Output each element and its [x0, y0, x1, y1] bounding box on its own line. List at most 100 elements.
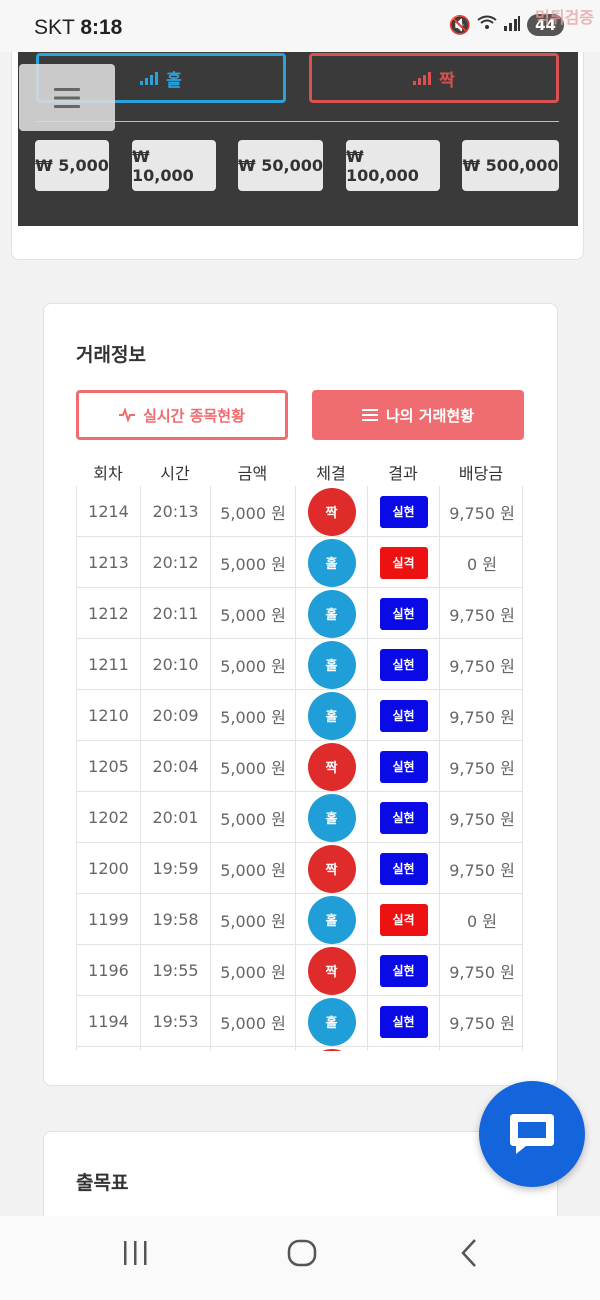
- amount-button-100000[interactable]: ₩ 100,000: [346, 140, 440, 191]
- cell-round: 1200: [77, 843, 141, 894]
- bet-even-label: 짝: [439, 70, 455, 91]
- cell-pick: 짝: [296, 486, 368, 537]
- pulse-icon: [119, 408, 136, 422]
- battery-icon: 44: [527, 14, 564, 36]
- cell-round: 1214: [77, 486, 141, 537]
- cell-time: 19:59: [141, 843, 211, 894]
- pick-badge: 홀: [307, 691, 356, 740]
- chat-button[interactable]: [479, 1081, 585, 1187]
- cell-round: 1199: [77, 894, 141, 945]
- cell-result: 실격: [368, 894, 440, 945]
- cell-payout: 9,750 원: [449, 503, 515, 523]
- cell-pick: 짝: [296, 1047, 368, 1051]
- cell-time: 20:01: [141, 792, 211, 843]
- cell-amount: 5,000 원: [211, 843, 296, 894]
- pick-badge: 짝: [307, 487, 356, 536]
- column-header-time: 시간: [160, 464, 190, 483]
- trade-table[interactable]: 1214 20:13 5,000 원 짝 실현 9,750 원 1213 20:12 5,000…: [76, 486, 523, 1051]
- result-badge: 실현: [379, 954, 428, 987]
- tab-mine-label: 나의 거래현황: [385, 406, 475, 425]
- cell-amount: 5,000 원: [211, 792, 296, 843]
- bet-even-button[interactable]: 짝: [309, 53, 559, 103]
- cell-pick: 홀: [296, 792, 368, 843]
- cell-result: 실현: [368, 792, 440, 843]
- cell-round: 1210: [77, 690, 141, 741]
- cell-round: 1194: [77, 996, 141, 1047]
- cell-pick: 홀: [296, 690, 368, 741]
- cell-payout: 0 원: [467, 911, 497, 931]
- amount-button-50000[interactable]: ₩ 50,000: [238, 140, 323, 191]
- cell-amount: 5,000 원: [211, 639, 296, 690]
- amount-button-10000[interactable]: ₩ 10,000: [132, 140, 216, 191]
- cell-amount: 5,000 원: [211, 894, 296, 945]
- pick-badge: 짝: [307, 844, 356, 893]
- hamburger-icon: [54, 87, 80, 108]
- cell-amount: 5,000 원: [211, 588, 296, 639]
- back-icon[interactable]: [455, 1238, 485, 1268]
- bet-odd-label: 홀: [166, 70, 182, 91]
- table-row: 1211 20:10 5,000 원 홀 실현 9,750 원: [77, 639, 522, 690]
- cell-payout: 9,750 원: [449, 656, 515, 676]
- recent-apps-icon[interactable]: [120, 1238, 150, 1268]
- cell-payout: 9,750 원: [449, 962, 515, 982]
- result-badge: 실현: [379, 495, 428, 528]
- cell-amount: 5,000 원: [211, 741, 296, 792]
- cell-amount: 5,000 원: [211, 996, 296, 1047]
- home-icon[interactable]: [287, 1238, 317, 1268]
- pick-badge: 홀: [307, 640, 356, 689]
- column-header-amount: 금액: [237, 464, 268, 483]
- mute-icon: 🔇: [448, 14, 472, 36]
- column-header-result: 결과: [388, 464, 418, 483]
- tab-live-status[interactable]: 실시간 종목현황: [76, 390, 288, 440]
- result-badge: 실현: [379, 1005, 428, 1038]
- signal-bars-icon: [140, 71, 159, 85]
- tab-live-label: 실시간 종목현황: [143, 406, 245, 425]
- cell-amount: 5,000 원: [211, 486, 296, 537]
- cell-pick: 짝: [296, 741, 368, 792]
- amount-button-5000[interactable]: ₩ 5,000: [35, 140, 109, 191]
- cell-time: 20:10: [141, 639, 211, 690]
- cell-round: 1212: [77, 588, 141, 639]
- result-badge: 실현: [379, 750, 428, 783]
- table-row: 1210 20:09 5,000 원 홀 실현 9,750 원: [77, 690, 522, 741]
- cell-payout: [440, 1047, 522, 1051]
- cell-pick: 짝: [296, 843, 368, 894]
- cell-payout: 9,750 원: [449, 758, 515, 778]
- cell-time: 20:11: [141, 588, 211, 639]
- cell-pick: 홀: [296, 588, 368, 639]
- divider: [36, 121, 559, 122]
- amount-button-500000[interactable]: ₩ 500,000: [462, 140, 559, 191]
- pick-badge: 짝: [307, 946, 356, 995]
- cell-round: 1202: [77, 792, 141, 843]
- cell-payout: 9,750 원: [449, 1013, 515, 1033]
- result-badge: 실현: [379, 699, 428, 732]
- wifi-icon: [477, 15, 497, 36]
- table-row: 1214 20:13 5,000 원 짝 실현 9,750 원: [77, 486, 522, 537]
- system-nav-bar: [0, 1216, 600, 1300]
- cell-result: 실현: [368, 945, 440, 996]
- cell-pick: 짝: [296, 945, 368, 996]
- cell-amount: 5,000 원: [211, 690, 296, 741]
- cell-payout: 9,750 원: [449, 809, 515, 829]
- clock-time: 8:18: [80, 16, 123, 39]
- result-badge: 실현: [379, 852, 428, 885]
- cell-time: [141, 1047, 211, 1051]
- cell-round: 1196: [77, 945, 141, 996]
- cell-result: [368, 1047, 440, 1051]
- signal-icon: [503, 15, 521, 36]
- hamburger-menu-button[interactable]: [19, 64, 115, 131]
- cell-result: 실현: [368, 843, 440, 894]
- table-header: 회차 시간 금액 체결 결과 배당금: [76, 458, 523, 486]
- table-row: 1212 20:11 5,000 원 홀 실현 9,750 원: [77, 588, 522, 639]
- tab-my-trades[interactable]: 나의 거래현황: [312, 390, 524, 440]
- cell-time: 19:55: [141, 945, 211, 996]
- cell-result: 실격: [368, 537, 440, 588]
- cell-round: 1205: [77, 741, 141, 792]
- cell-pick: 홀: [296, 639, 368, 690]
- cell-amount: 5,000 원: [211, 945, 296, 996]
- trade-info-title: 거래정보: [76, 344, 146, 366]
- chart-section-title: 출목표: [76, 1172, 129, 1194]
- table-row: 1205 20:04 5,000 원 짝 실현 9,750 원: [77, 741, 522, 792]
- cell-time: 20:12: [141, 537, 211, 588]
- cell-result: 실현: [368, 639, 440, 690]
